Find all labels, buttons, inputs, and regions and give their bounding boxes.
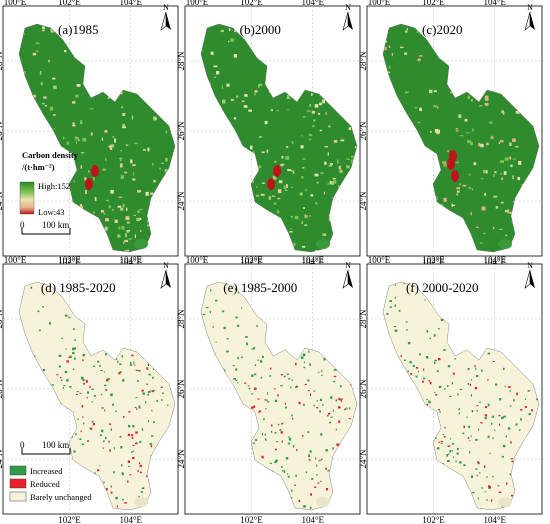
longitude-tick-label-top: 102°E — [422, 0, 445, 7]
panel-title: (d) 1985-2020 — [41, 280, 116, 295]
scale-distance-label: 100 km — [42, 220, 69, 230]
longitude-tick-label-bottom: 102°E — [422, 257, 445, 267]
north-arrow-icon: N — [524, 261, 535, 289]
density-low-label: Low:43 — [38, 207, 64, 217]
scale-bar-top: 0 100 km — [20, 220, 71, 235]
latitude-tick-label: 26°N — [358, 121, 368, 141]
latitude-tick-label: 28°N — [176, 51, 186, 71]
longitude-tick-label-top: 104°E — [483, 0, 506, 7]
panel-title: (c)2020 — [422, 22, 462, 37]
latitude-tick-label: 26°N — [0, 379, 4, 399]
longitude-tick-label-top: 102°E — [422, 255, 445, 265]
longitude-tick-label-bottom: 102°E — [58, 515, 81, 524]
longitude-tick-label-top: 104°E — [483, 255, 506, 265]
latitude-tick-label: 26°N — [358, 379, 368, 399]
longitude-tick-label-bottom: 104°E — [119, 515, 142, 524]
panel-title: (e) 1985-2000 — [223, 280, 297, 295]
latitude-tick-label: 28°N — [358, 51, 368, 71]
latitude-tick-label: 28°N — [358, 309, 368, 329]
latitude-tick-label: 24°N — [176, 449, 186, 469]
longitude-tick-label-bottom: 102°E — [58, 257, 81, 267]
latitude-tick-label: 26°N — [0, 121, 4, 141]
latitude-tick-label: 24°N — [358, 191, 368, 211]
scale-distance-label: 100 km — [42, 440, 69, 450]
map-panel-f: (f) 2000-2020 N 28°N 26°N 24°N 100°E 102°E 104°… — [358, 255, 543, 524]
outlier-patch — [498, 497, 512, 507]
north-arrow-label: N — [345, 261, 351, 270]
longitude-tick-label-bottom: 102°E — [240, 257, 263, 267]
north-arrow-label: N — [527, 3, 533, 12]
latitude-tick-label: 26°N — [176, 379, 186, 399]
change-legend-label: Reduced — [30, 479, 60, 489]
north-arrow-icon: N — [160, 261, 171, 289]
outlier-patch — [134, 497, 148, 507]
change-legend-swatch — [9, 465, 27, 476]
outlier-patch — [134, 239, 148, 249]
change-legend-label: Increased — [30, 466, 63, 476]
north-arrow-label: N — [345, 3, 351, 12]
north-arrow-icon: N — [342, 261, 353, 289]
latitude-tick-label: 24°N — [0, 449, 4, 469]
map-panel-b: (b)2000 N 28°N 26°N 24°N 100°E 102°E 104°E 102°E… — [176, 0, 361, 267]
latitude-tick-label: 28°N — [0, 309, 4, 329]
density-high-label: High:152 — [38, 181, 70, 191]
north-arrow-icon: N — [160, 3, 171, 31]
longitude-tick-label-top: 104°E — [301, 0, 324, 7]
density-legend-title: Carbon density — [22, 150, 79, 160]
longitude-tick-label-top: 100°E — [186, 0, 209, 7]
scale-zero-label: 0 — [20, 440, 25, 450]
longitude-tick-label-top: 100°E — [368, 0, 391, 7]
longitude-tick-label-top: 104°E — [301, 255, 324, 265]
longitude-tick-label-top: 100°E — [186, 255, 209, 265]
panel-title: (b)2000 — [240, 22, 281, 37]
change-legend: Increased Reduced Barely unchanged — [9, 465, 92, 502]
map-panel-a: (a)1985 N 28°N 26°N 24°N 100°E 102°E 104°E 102°E… — [0, 0, 179, 267]
latitude-tick-label: 24°N — [176, 191, 186, 211]
scale-zero-label: 0 — [20, 220, 25, 230]
change-legend-swatch — [9, 491, 27, 502]
longitude-tick-label-top: 104°E — [119, 255, 142, 265]
longitude-tick-label-top: 100°E — [368, 255, 391, 265]
map-panel-d: (d) 1985-2020 N 28°N 26°N 24°N 100°E 102°E 104°… — [0, 255, 179, 524]
north-arrow-label: N — [163, 261, 169, 270]
panel-title: (a)1985 — [58, 22, 98, 37]
longitude-tick-label-top: 104°E — [119, 0, 142, 7]
latitude-tick-label: 26°N — [176, 121, 186, 141]
outlier-patch — [316, 239, 330, 249]
north-arrow-label: N — [163, 3, 169, 12]
density-legend: Carbon density /(t·hm⁻²) High:152 Low:43 — [19, 150, 79, 217]
north-arrow-icon: N — [524, 3, 535, 31]
longitude-tick-label-bottom: 104°E — [483, 515, 506, 524]
north-arrow-icon: N — [342, 3, 353, 31]
longitude-tick-label-bottom: 104°E — [301, 515, 324, 524]
north-arrow-label: N — [527, 261, 533, 270]
longitude-tick-label-top: 102°E — [240, 255, 263, 265]
longitude-tick-label-bottom: 102°E — [240, 515, 263, 524]
density-legend-unit: /(t·hm⁻²) — [21, 162, 55, 172]
change-legend-swatch — [9, 478, 27, 489]
change-legend-label: Barely unchanged — [30, 492, 92, 502]
longitude-tick-label-bottom: 102°E — [422, 515, 445, 524]
longitude-tick-label-top: 102°E — [58, 255, 81, 265]
map-panel-c: (c)2020 N 28°N 26°N 24°N 100°E 102°E 104°E 102°E… — [358, 0, 543, 267]
longitude-tick-label-bottom: 104°E — [119, 257, 142, 267]
outlier-patch — [316, 497, 330, 507]
longitude-tick-label-bottom: 104°E — [483, 257, 506, 267]
longitude-tick-label-top: 102°E — [58, 0, 81, 7]
outlier-patch — [498, 239, 512, 249]
longitude-tick-label-top: 100°E — [4, 255, 27, 265]
map-panel-e: (e) 1985-2000 N 28°N 26°N 24°N 100°E 102°E 104°… — [176, 255, 361, 524]
latitude-tick-label: 24°N — [358, 449, 368, 469]
latitude-tick-label: 28°N — [176, 309, 186, 329]
density-color-ramp — [19, 181, 35, 215]
latitude-tick-label: 24°N — [0, 191, 4, 211]
scale-bar-bottom: 0 100 km — [20, 440, 71, 455]
longitude-tick-label-top: 102°E — [240, 0, 263, 7]
panel-title: (f) 2000-2020 — [406, 280, 479, 295]
longitude-tick-label-top: 100°E — [4, 0, 27, 7]
longitude-tick-label-bottom: 104°E — [301, 257, 324, 267]
latitude-tick-label: 28°N — [0, 51, 4, 71]
